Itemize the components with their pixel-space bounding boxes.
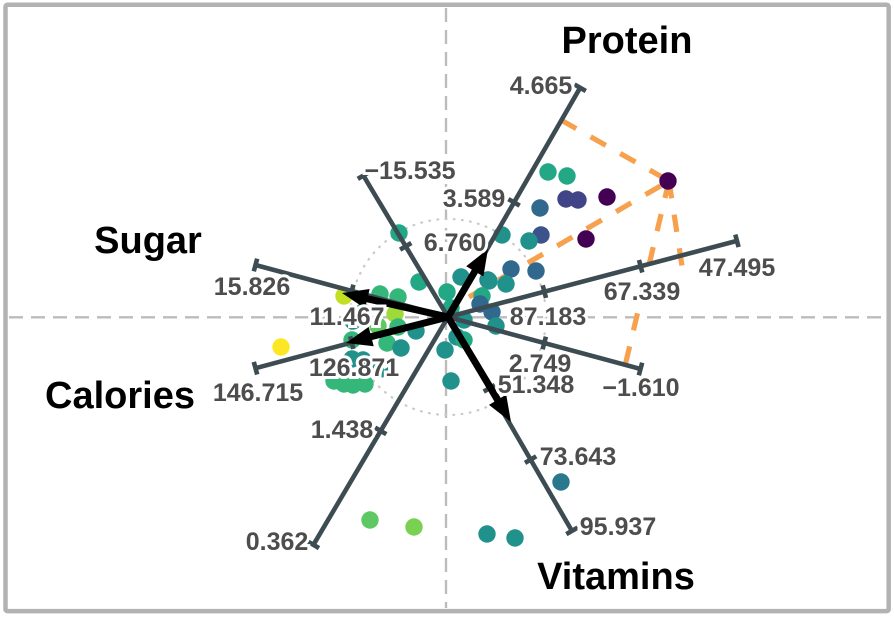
- svg-text:0.362: 0.362: [246, 528, 309, 556]
- svg-text:Sugar: Sugar: [94, 220, 202, 262]
- svg-text:Calories: Calories: [45, 375, 195, 417]
- svg-text:1.438: 1.438: [311, 416, 374, 444]
- svg-text:−15.535: −15.535: [364, 157, 455, 185]
- svg-text:Protein: Protein: [562, 20, 693, 62]
- svg-text:Vitamins: Vitamins: [537, 556, 695, 598]
- svg-text:4.665: 4.665: [510, 72, 573, 100]
- svg-text:87.183: 87.183: [510, 303, 586, 331]
- svg-text:15.826: 15.826: [214, 273, 290, 301]
- svg-text:95.937: 95.937: [580, 513, 656, 541]
- svg-text:6.760: 6.760: [424, 229, 487, 257]
- svg-text:2.749: 2.749: [509, 350, 572, 378]
- svg-text:51.348: 51.348: [498, 371, 575, 399]
- svg-text:47.495: 47.495: [699, 254, 776, 282]
- svg-text:−1.610: −1.610: [602, 374, 679, 402]
- svg-text:126.871: 126.871: [309, 354, 399, 382]
- svg-text:73.643: 73.643: [540, 443, 616, 471]
- svg-text:11.467: 11.467: [309, 303, 384, 331]
- svg-text:146.715: 146.715: [213, 379, 303, 407]
- svg-text:67.339: 67.339: [604, 278, 680, 306]
- svg-text:3.589: 3.589: [443, 185, 506, 213]
